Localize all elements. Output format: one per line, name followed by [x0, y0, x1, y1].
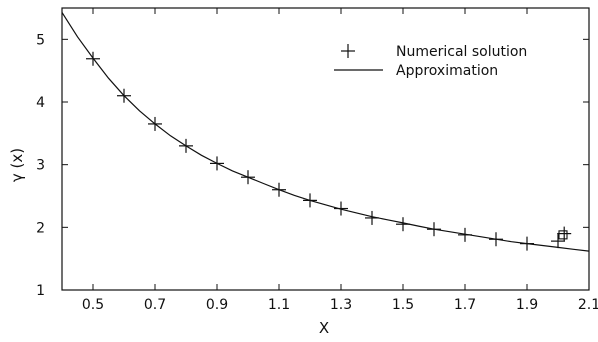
series-layer [61, 12, 590, 252]
numerical-solution-point [241, 170, 255, 185]
y-tick-label: 4 [36, 95, 45, 111]
ticks-layer: 0.5 0.7 0.9 1.1 1.3 1.5 1.7 1.9 2.1 1 2 3 4 5 [36, 8, 598, 313]
y-tick-label: 3 [36, 158, 45, 174]
numerical-solution-point [86, 51, 100, 66]
numerical-solution-point [520, 236, 534, 251]
numerical-solution-point [117, 88, 131, 103]
numerical-solution-point [334, 201, 348, 216]
y-tick-label: 5 [36, 32, 45, 48]
x-tick-label: 1.3 [330, 297, 352, 313]
x-tick-label: 2.1 [578, 297, 598, 313]
x-tick-label: 0.7 [144, 297, 166, 313]
x-tick-label: 1.1 [268, 297, 290, 313]
x-axis-label: X [319, 319, 329, 337]
numerical-solution-point [272, 182, 286, 197]
legend: Numerical solution Approximation [334, 44, 527, 79]
numerical-solution-point [303, 193, 317, 208]
plot-frame [61, 7, 590, 291]
x-tick-label: 1.9 [516, 297, 538, 313]
numerical-solution-point [210, 156, 224, 171]
x-tick-label: 0.9 [206, 297, 228, 313]
y-tick-label: 2 [36, 220, 45, 236]
legend-label-numerical-solution: Numerical solution [396, 44, 527, 60]
x-tick-label: 1.7 [454, 297, 476, 313]
square-marker [558, 230, 568, 240]
legend-label-approximation: Approximation [396, 63, 498, 79]
approximation-line [61, 12, 590, 252]
y-tick-label: 1 [36, 283, 45, 299]
axes-layer [61, 7, 590, 291]
numerical-solution-point [365, 210, 379, 225]
y-axis-label: γ (x) [8, 148, 26, 182]
numerical-solution-point [148, 116, 162, 131]
x-tick-label: 1.5 [392, 297, 414, 313]
numerical-solution-point [396, 217, 410, 232]
x-tick-label: 0.5 [82, 297, 104, 313]
numerical-solution-point [551, 234, 565, 249]
numerical-solution-point [427, 222, 441, 237]
numerical-solution-point [489, 232, 503, 247]
numerical-solution-point [458, 227, 472, 242]
numerical-solution-point [179, 138, 193, 153]
